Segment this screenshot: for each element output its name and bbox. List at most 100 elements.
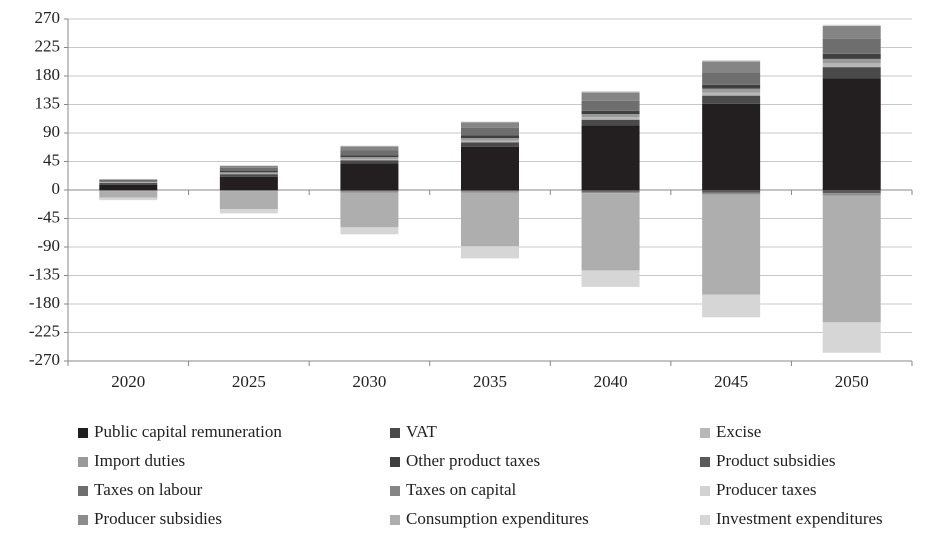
bar-segment xyxy=(461,122,519,128)
bar-segment xyxy=(581,270,640,287)
bar-segment xyxy=(822,58,881,64)
bar-segment xyxy=(461,135,519,139)
bar-segment xyxy=(99,190,158,191)
bar-segment xyxy=(219,190,278,192)
bar-segment xyxy=(702,88,761,93)
bar-segment xyxy=(822,322,881,353)
bar-segment xyxy=(702,294,761,318)
legend-label: Import duties xyxy=(94,451,185,470)
bar-segment xyxy=(461,190,519,192)
y-tick-label: 180 xyxy=(35,65,61,84)
x-tick-label: 2020 xyxy=(111,372,145,391)
x-tick-label: 2025 xyxy=(232,372,266,391)
y-tick-label: 90 xyxy=(43,122,60,141)
bar-segment xyxy=(461,192,519,247)
bar-segment xyxy=(822,190,881,194)
bar-segment xyxy=(581,110,640,114)
bar-segment xyxy=(219,167,278,171)
bar-segment xyxy=(99,179,158,180)
x-tick-label: 2030 xyxy=(352,372,386,391)
legend-swatch xyxy=(78,428,88,438)
bar-segment xyxy=(702,72,761,85)
legend-label: Other product taxes xyxy=(406,451,540,470)
legend-label: Product subsidies xyxy=(716,451,835,470)
y-tick-label: 135 xyxy=(35,93,61,112)
bar-segment xyxy=(340,150,399,156)
bar-segment xyxy=(822,78,881,190)
bar-segment xyxy=(702,60,761,62)
legend-label: Taxes on capital xyxy=(406,480,516,499)
bar-segment xyxy=(99,181,158,182)
bar-segment xyxy=(461,146,519,190)
y-tick-label: -45 xyxy=(37,207,60,226)
bar-segment xyxy=(702,192,761,195)
bar-segment xyxy=(822,193,881,196)
bar-segment xyxy=(822,53,881,59)
bar-segment xyxy=(340,146,399,151)
bar-segment xyxy=(340,191,399,193)
bar-segment xyxy=(340,155,399,158)
bar-segment xyxy=(461,191,519,193)
bar-segment xyxy=(99,184,158,190)
bar-segment xyxy=(99,190,158,192)
legend-label: Producer subsidies xyxy=(94,509,222,528)
bar-segment xyxy=(702,194,761,295)
bar-segment xyxy=(581,191,640,194)
bar-segment xyxy=(340,158,399,161)
legend-swatch xyxy=(390,457,400,467)
bar-segment xyxy=(461,127,519,136)
bar-segment xyxy=(822,67,881,79)
y-tick-label: 45 xyxy=(43,150,60,169)
legend-swatch xyxy=(390,486,400,496)
bar-segment xyxy=(219,173,278,175)
bar-segment xyxy=(99,182,158,184)
bar-segment xyxy=(702,92,761,96)
legend-label: Consumption expenditures xyxy=(406,509,589,528)
legend-swatch xyxy=(700,428,710,438)
bar-segment xyxy=(219,165,278,166)
bar-segment xyxy=(702,84,761,89)
y-tick-label: 0 xyxy=(52,179,61,198)
legend-label: Public capital remuneration xyxy=(94,422,282,441)
bar-segment xyxy=(99,181,158,183)
bar-segment xyxy=(340,227,399,235)
y-tick-label: -180 xyxy=(29,293,60,312)
legend-swatch xyxy=(78,515,88,525)
bar-segment xyxy=(822,38,881,54)
bar-segment xyxy=(581,92,640,101)
bar-segment xyxy=(340,145,399,147)
bar-segment xyxy=(219,190,278,191)
bar-segment xyxy=(219,191,278,209)
bar-segment xyxy=(822,195,881,323)
bar-segment xyxy=(461,140,519,143)
x-tick-label: 2050 xyxy=(835,372,869,391)
bar-segment xyxy=(219,174,278,177)
bar-segment xyxy=(340,163,399,190)
bar-segment xyxy=(702,103,761,190)
y-tick-label: -270 xyxy=(29,350,60,369)
legend-label: Excise xyxy=(716,422,761,441)
bar-segment xyxy=(822,63,881,68)
bar-segment xyxy=(99,197,158,201)
bar-segment xyxy=(219,171,278,173)
bar-segment xyxy=(219,165,278,168)
bar-segment xyxy=(99,191,158,198)
bar-segment xyxy=(581,114,640,118)
bar-segment xyxy=(581,91,640,93)
y-tick-label: -135 xyxy=(29,264,60,283)
legend: Public capital remuneration VAT Excise Impo… xyxy=(78,422,883,528)
legend-swatch xyxy=(700,515,710,525)
bar-segment xyxy=(822,24,881,26)
bar-segment xyxy=(581,119,640,126)
bar-segment xyxy=(581,100,640,111)
bar-segment xyxy=(461,142,519,147)
bar-segment xyxy=(340,190,399,192)
bar-segment xyxy=(219,172,278,174)
y-tick-label: -90 xyxy=(37,236,60,255)
bar-segment xyxy=(702,190,761,193)
legend-swatch xyxy=(390,515,400,525)
y-tick-label: 225 xyxy=(35,36,61,55)
legend-label: VAT xyxy=(406,422,437,441)
bar-segment xyxy=(581,193,640,271)
